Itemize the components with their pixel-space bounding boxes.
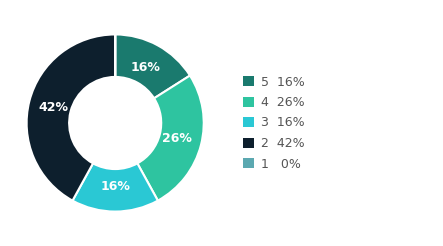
Wedge shape xyxy=(137,76,204,200)
Legend: 5  16%, 4  26%, 3  16%, 2  42%, 1   0%: 5 16%, 4 26%, 3 16%, 2 42%, 1 0% xyxy=(243,76,304,170)
Wedge shape xyxy=(27,34,115,200)
Text: 16%: 16% xyxy=(131,61,161,74)
Text: 42%: 42% xyxy=(39,101,68,114)
Wedge shape xyxy=(115,34,190,98)
Text: 16%: 16% xyxy=(100,180,130,193)
Text: 26%: 26% xyxy=(162,132,192,145)
Wedge shape xyxy=(73,163,158,212)
